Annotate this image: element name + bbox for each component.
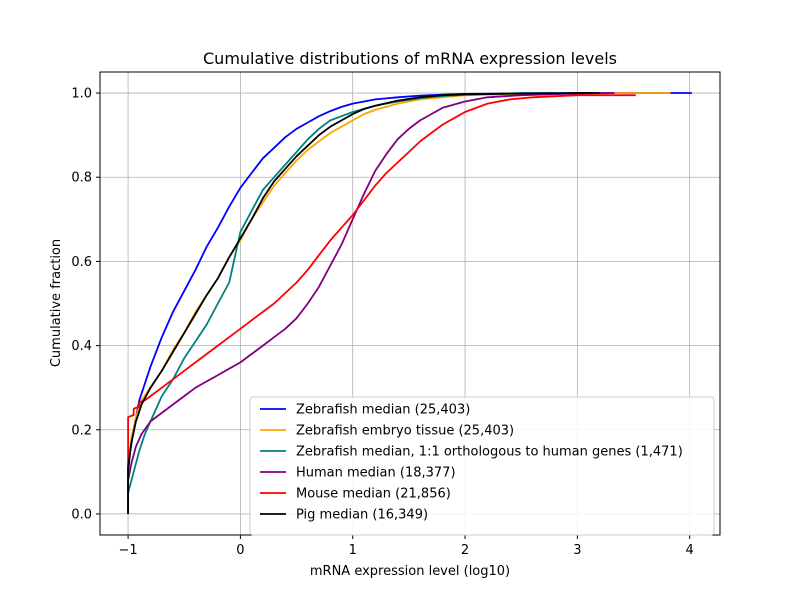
x-tick-label: 1: [349, 543, 357, 558]
y-tick-label: 0.6: [71, 255, 92, 270]
y-tick-label: 0.8: [71, 171, 92, 186]
axis-ticks: −1 0 1 2 3 4 0.0 0.2 0.4 0.6 0.8 1.0: [71, 87, 694, 558]
chart-title: Cumulative distributions of mRNA express…: [203, 49, 617, 68]
legend-label-2: Zebrafish median, 1:1 orthologous to hum…: [296, 445, 683, 460]
legend-label-4: Mouse median (21,856): [296, 487, 451, 502]
y-tick-label: 1.0: [71, 87, 92, 102]
x-tick-label: −1: [118, 543, 137, 558]
y-tick-label: 0.4: [71, 339, 92, 354]
legend-label-5: Pig median (16,349): [296, 508, 428, 523]
legend-label-0: Zebrafish median (25,403): [296, 403, 470, 418]
x-tick-label: 2: [461, 543, 469, 558]
x-axis-title: mRNA expression level (log10): [310, 564, 510, 579]
legend: Zebrafish median (25,403) Zebrafish embry…: [249, 396, 715, 536]
legend-label-1: Zebrafish embryo tissue (25,403): [296, 424, 514, 439]
y-axis-title: Cumulative fraction: [49, 239, 64, 367]
series-lines: [127, 92, 692, 514]
y-tick-label: 0.2: [71, 423, 92, 438]
legend-label-3: Human median (18,377): [296, 466, 456, 481]
y-tick-label: 0.0: [71, 507, 92, 522]
series-line-5: [127, 92, 600, 514]
x-tick-label: 4: [686, 543, 694, 558]
series-line-0: [127, 92, 692, 514]
x-tick-label: 3: [573, 543, 581, 558]
series-line-3: [127, 92, 615, 514]
series-line-4: [127, 94, 636, 489]
legend-box: [249, 396, 715, 536]
grid: [100, 72, 720, 535]
x-tick-label: 0: [236, 543, 244, 558]
